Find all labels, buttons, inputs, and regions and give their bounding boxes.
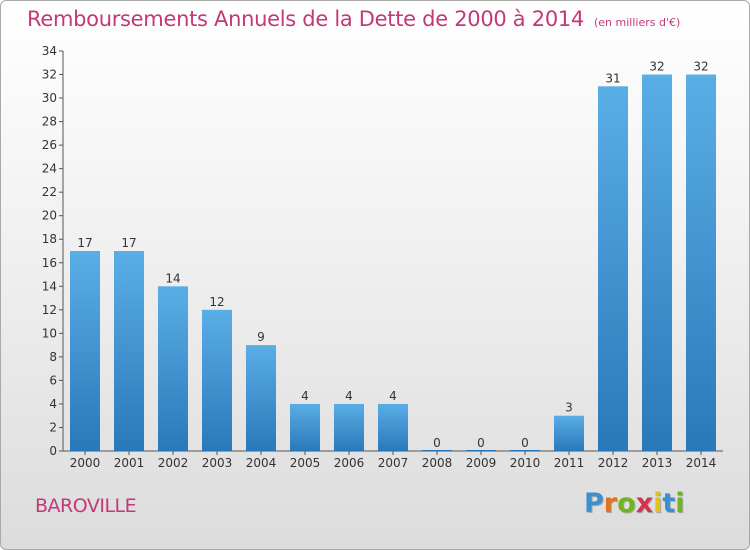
bar-value-label: 0 xyxy=(433,436,441,450)
bar xyxy=(554,415,584,451)
x-tick-label: 2003 xyxy=(202,456,233,470)
bar xyxy=(378,403,408,451)
y-tick-label: 26 xyxy=(42,138,57,152)
bar xyxy=(422,450,452,451)
y-tick-label: 4 xyxy=(49,397,57,411)
x-tick-label: 2001 xyxy=(114,456,145,470)
y-tick-label: 12 xyxy=(42,303,57,317)
logo-letter: i xyxy=(653,488,663,519)
bar-value-label: 17 xyxy=(121,236,136,250)
bar xyxy=(114,251,144,451)
bar-value-label: 0 xyxy=(477,436,485,450)
y-tick-label: 8 xyxy=(49,350,57,364)
y-tick-label: 20 xyxy=(42,209,57,223)
bar-value-label: 14 xyxy=(165,271,180,285)
x-tick-label: 2009 xyxy=(466,456,497,470)
y-tick-label: 28 xyxy=(42,115,57,129)
x-tick-label: 2007 xyxy=(378,456,409,470)
y-tick-label: 6 xyxy=(49,373,57,387)
y-tick-label: 22 xyxy=(42,185,57,199)
bar-value-label: 4 xyxy=(345,389,353,403)
bar-value-label: 12 xyxy=(209,295,224,309)
bar xyxy=(334,403,364,451)
bar-value-label: 9 xyxy=(257,330,265,344)
y-tick-label: 34 xyxy=(42,44,57,58)
bar xyxy=(598,86,628,451)
x-tick-label: 2011 xyxy=(554,456,585,470)
bar xyxy=(246,345,276,451)
x-tick-label: 2002 xyxy=(158,456,189,470)
bar-value-label: 3 xyxy=(565,401,573,415)
y-tick-label: 18 xyxy=(42,232,57,246)
bar xyxy=(158,286,188,451)
x-tick-label: 2004 xyxy=(246,456,277,470)
y-tick-label: 10 xyxy=(42,326,57,340)
chart-title-text: Remboursements Annuels de la Dette de 20… xyxy=(27,7,584,31)
x-tick-label: 2000 xyxy=(70,456,101,470)
bar xyxy=(202,309,232,451)
bar xyxy=(290,403,320,451)
bar xyxy=(466,450,496,451)
x-tick-label: 2013 xyxy=(642,456,673,470)
logo-letter: o xyxy=(617,488,636,519)
logo-letter: x xyxy=(635,488,654,519)
x-tick-label: 2005 xyxy=(290,456,321,470)
x-tick-label: 2014 xyxy=(686,456,717,470)
y-tick-label: 16 xyxy=(42,256,57,270)
bar-value-label: 4 xyxy=(389,389,397,403)
bar-value-label: 4 xyxy=(301,389,309,403)
y-tick-label: 0 xyxy=(49,444,57,458)
x-tick-label: 2010 xyxy=(510,456,541,470)
logo-letter: P xyxy=(584,488,604,519)
bar xyxy=(70,251,100,451)
logo-letter: t xyxy=(662,488,676,519)
y-tick-label: 30 xyxy=(42,91,57,105)
bar-value-label: 0 xyxy=(521,436,529,450)
x-tick-label: 2012 xyxy=(598,456,629,470)
chart-unit: (en milliers d'€) xyxy=(594,16,681,29)
x-tick-label: 2008 xyxy=(422,456,453,470)
x-tick-label: 2006 xyxy=(334,456,365,470)
bar-value-label: 32 xyxy=(693,60,708,74)
bar-value-label: 32 xyxy=(649,60,664,74)
y-tick-label: 32 xyxy=(42,68,57,82)
y-tick-label: 2 xyxy=(49,420,57,434)
proxiti-logo[interactable]: Proxiti xyxy=(584,488,685,519)
y-tick-label: 14 xyxy=(42,279,57,293)
bar xyxy=(686,74,716,451)
bar xyxy=(510,450,540,451)
bar-value-label: 31 xyxy=(605,71,620,85)
bar-value-label: 17 xyxy=(77,236,92,250)
commune-name: BAROVILLE xyxy=(35,495,137,517)
chart-title: Remboursements Annuels de la Dette de 20… xyxy=(27,7,680,31)
logo-letter: i xyxy=(675,488,685,519)
logo-letter: r xyxy=(603,488,618,519)
bar xyxy=(642,74,672,451)
y-tick-label: 24 xyxy=(42,162,57,176)
plot-area: 0246810121416182022242628303234200017200… xyxy=(42,44,723,470)
